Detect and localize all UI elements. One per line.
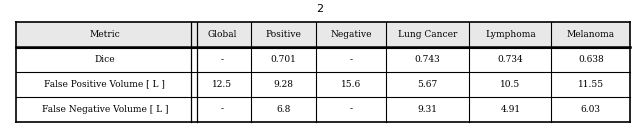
Bar <box>317 22 385 47</box>
Bar <box>385 97 469 122</box>
Bar <box>385 47 469 72</box>
Bar <box>194 97 251 122</box>
Bar <box>385 72 469 97</box>
Text: -: - <box>221 105 224 114</box>
Bar <box>251 47 317 72</box>
Text: 4.91: 4.91 <box>500 105 520 114</box>
Text: 5.67: 5.67 <box>417 80 438 89</box>
Bar <box>469 22 551 47</box>
Bar <box>317 97 385 122</box>
Text: 12.5: 12.5 <box>212 80 232 89</box>
Text: False Positive Volume [ L ]: False Positive Volume [ L ] <box>44 80 165 89</box>
Bar <box>551 72 630 97</box>
Text: 0.743: 0.743 <box>415 55 440 64</box>
Bar <box>16 47 194 72</box>
Bar <box>385 22 469 47</box>
Bar <box>469 97 551 122</box>
Bar <box>16 22 194 47</box>
Bar <box>469 47 551 72</box>
Text: False Negative Volume [ L ]: False Negative Volume [ L ] <box>42 105 168 114</box>
Bar <box>551 97 630 122</box>
Text: 9.28: 9.28 <box>274 80 294 89</box>
Text: Positive: Positive <box>266 30 301 39</box>
Bar <box>551 22 630 47</box>
Text: 0.638: 0.638 <box>578 55 604 64</box>
Bar <box>194 72 251 97</box>
Text: 2: 2 <box>316 4 324 14</box>
Text: -: - <box>349 105 353 114</box>
Text: -: - <box>221 55 224 64</box>
Text: 9.31: 9.31 <box>417 105 438 114</box>
Text: 10.5: 10.5 <box>500 80 520 89</box>
Bar <box>251 72 317 97</box>
Text: 0.701: 0.701 <box>271 55 296 64</box>
Text: 11.55: 11.55 <box>578 80 604 89</box>
Bar <box>317 72 385 97</box>
Text: Metric: Metric <box>90 30 120 39</box>
Text: Melanoma: Melanoma <box>567 30 615 39</box>
Bar <box>251 22 317 47</box>
Bar <box>251 97 317 122</box>
Text: Lung Cancer: Lung Cancer <box>398 30 457 39</box>
Text: Global: Global <box>207 30 237 39</box>
Text: 0.734: 0.734 <box>497 55 524 64</box>
Bar <box>16 97 194 122</box>
Text: 6.03: 6.03 <box>581 105 601 114</box>
Bar <box>194 47 251 72</box>
Bar <box>551 47 630 72</box>
Text: Negative: Negative <box>330 30 372 39</box>
Bar <box>469 72 551 97</box>
Text: 15.6: 15.6 <box>341 80 361 89</box>
Text: Lymphoma: Lymphoma <box>485 30 536 39</box>
Text: Dice: Dice <box>95 55 115 64</box>
Bar <box>16 72 194 97</box>
Bar <box>194 22 251 47</box>
Bar <box>317 47 385 72</box>
Text: 6.8: 6.8 <box>276 105 291 114</box>
Text: -: - <box>349 55 353 64</box>
